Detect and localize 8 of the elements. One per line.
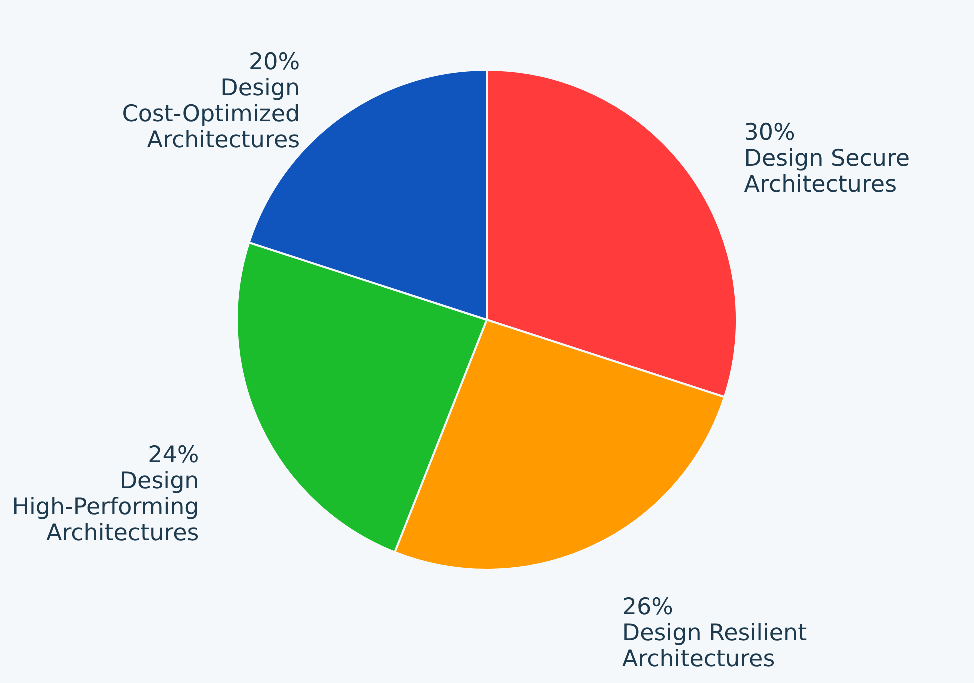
slice-label: Design High-Performing Architectures: [12, 468, 200, 546]
slice-label: Design Secure Architectures: [744, 146, 910, 198]
slice-label: Design Cost-Optimized Architectures: [122, 76, 300, 154]
data-label: 26%: [622, 594, 674, 621]
data-label: 20%: [248, 50, 300, 76]
data-label: 24%: [148, 442, 200, 468]
data-label: 30%: [744, 120, 796, 146]
slice-label: Design Resilient Architectures: [622, 620, 808, 673]
